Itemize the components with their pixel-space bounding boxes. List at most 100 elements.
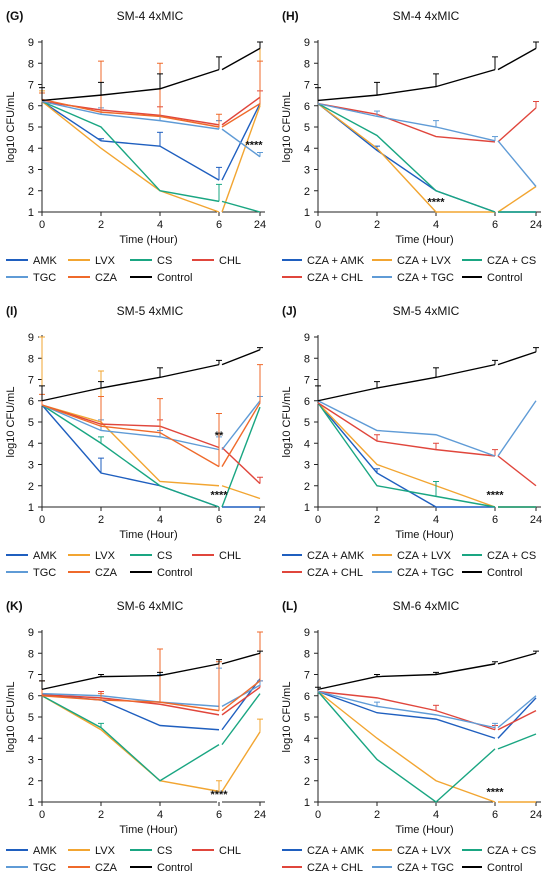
series-cza xyxy=(39,631,263,712)
y-tick-label: 2 xyxy=(28,776,34,788)
series-line xyxy=(41,692,220,708)
legend-label: AMK xyxy=(33,845,58,857)
series-line xyxy=(317,690,496,729)
series-line xyxy=(41,363,220,402)
x-tick-label: 6 xyxy=(216,809,222,821)
series-control xyxy=(315,41,539,102)
legend-label: CZA + AMK xyxy=(307,845,365,857)
x-tick-label: 2 xyxy=(98,514,104,526)
y-tick-label: 7 xyxy=(28,80,34,92)
legend-label: CZA + CS xyxy=(487,255,536,267)
series-line-late xyxy=(497,400,537,457)
series-tgc xyxy=(41,667,263,708)
y-tick-label: 9 xyxy=(304,37,310,49)
x-axis-label: Time (Hour) xyxy=(395,529,453,541)
series-line xyxy=(41,404,220,451)
series-cza-tgc xyxy=(317,102,537,187)
x-tick-label: 24 xyxy=(254,219,266,231)
significance-marker: **** xyxy=(427,197,445,209)
legend-label: Control xyxy=(487,567,522,579)
y-tick-label: 3 xyxy=(304,755,310,767)
y-tick-label: 6 xyxy=(304,396,310,408)
legend-label: Control xyxy=(157,567,192,579)
y-tick-label: 3 xyxy=(304,165,310,177)
series-line xyxy=(41,695,220,712)
series-line xyxy=(41,98,220,128)
y-axis-label: log10 CFU/mL xyxy=(281,92,293,163)
legend: CZA + AMK CZA + LVX CZA + CS CZA + CHL CZA +… xyxy=(282,255,536,284)
chart-title: SM-5 4xMIC xyxy=(393,304,460,318)
legend-label: CZA + AMK xyxy=(307,255,365,267)
y-tick-label: 8 xyxy=(28,648,34,660)
x-tick-label: 6 xyxy=(492,809,498,821)
series-line-late xyxy=(221,402,261,467)
legend-label: CZA + CS xyxy=(487,550,536,562)
series-line-late xyxy=(497,697,537,739)
significance-marker: ** xyxy=(215,430,224,442)
y-tick-label: 1 xyxy=(28,207,34,219)
series-line-late xyxy=(497,652,537,665)
series-tgc xyxy=(41,396,263,451)
series-line xyxy=(317,690,496,803)
series-line xyxy=(41,100,220,213)
legend-label: Control xyxy=(157,862,192,874)
y-tick-label: 2 xyxy=(304,776,310,788)
series-line xyxy=(41,693,220,731)
series-control xyxy=(315,650,539,691)
series-line-late xyxy=(221,47,261,71)
legend-label: LVX xyxy=(95,845,116,857)
y-tick-label: 5 xyxy=(28,417,34,429)
y-tick-label: 1 xyxy=(304,797,310,809)
y-tick-label: 1 xyxy=(304,502,310,514)
legend-label: Control xyxy=(487,862,522,874)
legend-label: CZA + CS xyxy=(487,845,536,857)
chart-title: SM-6 4xMIC xyxy=(393,599,460,613)
panel-letter: (K) xyxy=(6,599,23,613)
significance-marker: **** xyxy=(486,787,504,799)
series-cs xyxy=(41,693,261,782)
legend-label: CZA + TGC xyxy=(397,567,454,579)
series-line-late xyxy=(221,678,261,731)
y-tick-label: 6 xyxy=(304,691,310,703)
series-line-late xyxy=(221,406,261,508)
legend-label: CZA + LVX xyxy=(397,255,452,267)
series-line xyxy=(317,402,496,457)
y-tick-label: 8 xyxy=(28,353,34,365)
legend-label: CZA + TGC xyxy=(397,862,454,874)
y-tick-label: 3 xyxy=(28,755,34,767)
x-tick-label: 2 xyxy=(374,514,380,526)
y-tick-label: 5 xyxy=(28,122,34,134)
series-tgc xyxy=(41,100,263,158)
series-line xyxy=(41,404,220,449)
series-line-late xyxy=(497,185,537,213)
series-line xyxy=(317,68,496,102)
legend-label: CS xyxy=(157,550,172,562)
series-line-late xyxy=(221,652,261,665)
y-tick-label: 8 xyxy=(304,353,310,365)
series-line-late xyxy=(221,349,261,366)
y-tick-label: 8 xyxy=(28,58,34,70)
legend: AMK LVX CS CHL TGC CZA Control xyxy=(6,845,241,874)
series-cza-cs xyxy=(317,103,536,213)
y-tick-label: 9 xyxy=(28,332,34,344)
series-cza xyxy=(39,60,263,128)
series-cza-cs xyxy=(317,402,536,508)
y-tick-label: 6 xyxy=(28,691,34,703)
y-tick-label: 2 xyxy=(28,481,34,493)
series-line xyxy=(317,690,496,739)
series-line xyxy=(41,68,220,102)
legend-label: CS xyxy=(157,255,172,267)
series-line xyxy=(41,695,220,782)
y-tick-label: 2 xyxy=(304,481,310,493)
x-tick-label: 0 xyxy=(39,514,45,526)
significance-marker: **** xyxy=(245,139,263,151)
series-control xyxy=(39,650,263,691)
series-line xyxy=(41,695,220,793)
series-control xyxy=(39,41,263,102)
y-tick-label: 3 xyxy=(28,165,34,177)
y-tick-label: 7 xyxy=(304,670,310,682)
